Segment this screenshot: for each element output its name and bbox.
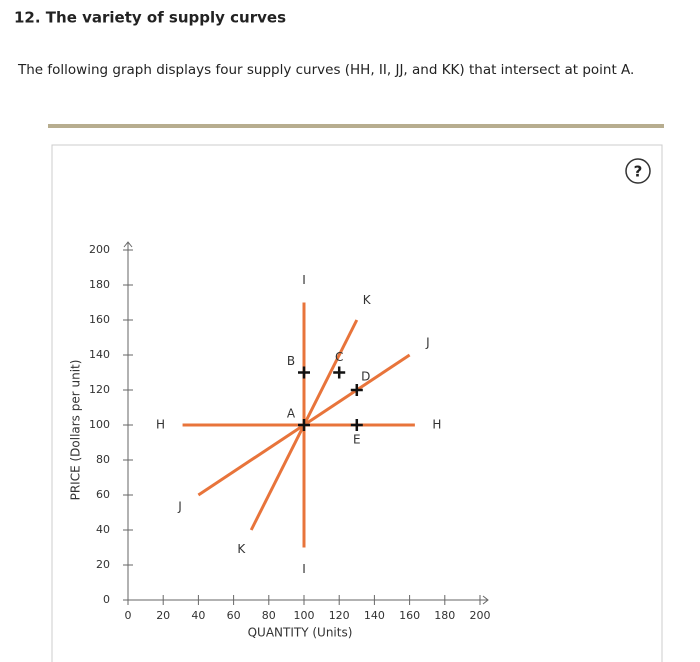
help-button[interactable]: [625, 158, 651, 184]
y-tick-label: 160: [89, 313, 110, 326]
curve-label: J: [177, 500, 182, 514]
y-tick-label: 180: [89, 278, 110, 291]
y-tick-label: 80: [96, 453, 110, 466]
x-tick-label: 180: [434, 609, 455, 622]
x-axis-arrow: [482, 595, 489, 605]
y-tick-label: 40: [96, 523, 110, 536]
x-tick-label: 80: [262, 609, 276, 622]
point-label: C: [335, 350, 343, 364]
y-tick-label: 0: [103, 593, 110, 606]
x-tick-label: 160: [399, 609, 420, 622]
y-axis-arrow: [123, 241, 133, 248]
graph-panel: [51, 144, 663, 662]
x-tick-label: 200: [470, 609, 491, 622]
heading: 12. The variety of supply curves: [14, 9, 286, 27]
help-icon[interactable]: ?: [634, 163, 643, 181]
x-tick-label: 140: [364, 609, 385, 622]
point-label: E: [353, 433, 361, 447]
divider: [48, 124, 664, 128]
point-marker: [333, 366, 346, 379]
x-tick-label: 40: [191, 609, 205, 622]
point-marker: [350, 384, 363, 396]
y-tick-label: 140: [89, 348, 110, 361]
x-tick-label: 0: [125, 609, 132, 622]
x-tick-label: 120: [329, 609, 350, 622]
x-axis-label: QUANTITY (Units): [248, 626, 353, 640]
curve-label: H: [156, 418, 165, 432]
y-tick-label: 60: [96, 488, 110, 501]
curve-label: I: [302, 273, 306, 287]
y-tick-label: 200: [89, 243, 110, 256]
x-tick-label: 100: [294, 609, 315, 622]
curve-label: H: [432, 418, 441, 432]
x-tick-label: 20: [156, 609, 170, 622]
curve-label: K: [363, 293, 372, 307]
description: The following graph displays four supply…: [17, 62, 634, 78]
point-label: B: [287, 354, 295, 368]
y-tick-label: 20: [96, 558, 110, 571]
point-label: D: [361, 370, 370, 384]
point-marker: [298, 366, 310, 379]
point-marker: [350, 419, 363, 431]
y-tick-label: 120: [89, 383, 110, 396]
y-tick-label: 100: [89, 418, 110, 431]
x-tick-label: 60: [227, 609, 241, 622]
curve-label: I: [302, 562, 306, 576]
y-axis-label: PRICE (Dollars per unit): [69, 360, 83, 501]
point-label: A: [287, 407, 296, 421]
curve-label: J: [425, 335, 430, 349]
curve-label: K: [237, 542, 246, 556]
point-marker: [298, 419, 310, 431]
